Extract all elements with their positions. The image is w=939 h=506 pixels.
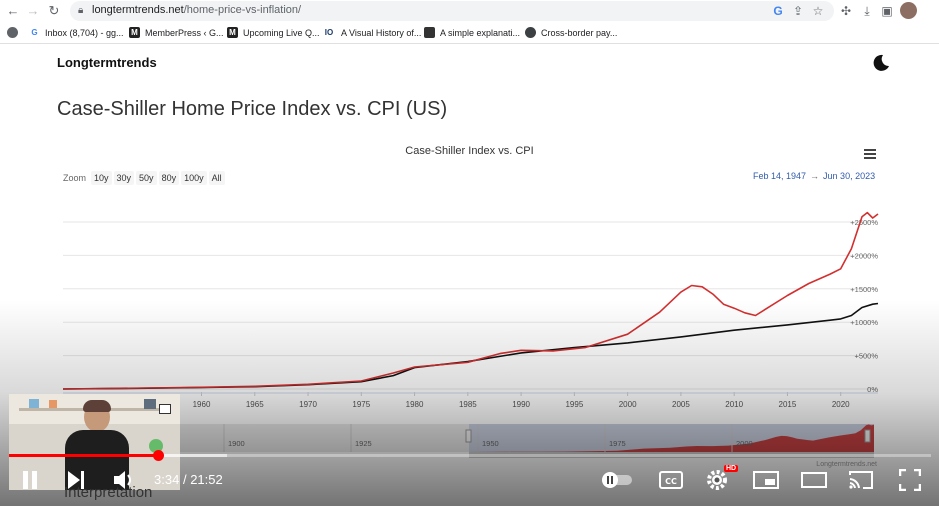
person-icon — [424, 27, 435, 38]
interpretation-heading: Interpretation — [64, 484, 153, 501]
bookmark-upcoming-live[interactable]: M Upcoming Live Q... — [227, 27, 320, 38]
globe-icon — [525, 27, 536, 38]
navigator-handle-left — [465, 429, 472, 443]
series-line-0 — [62, 211, 879, 390]
theater-mode-icon[interactable] — [801, 472, 827, 488]
navigator-handle-right — [864, 429, 871, 443]
volume-icon[interactable] — [112, 469, 136, 491]
time-current: 3:34 — [154, 472, 180, 487]
url-path: /home-price-vs-inflation/ — [183, 4, 302, 16]
chart-menu-icon[interactable] — [864, 149, 876, 159]
x-tick-label: 1980 — [406, 400, 424, 409]
download-icon[interactable]: ⤓ — [864, 4, 870, 18]
x-tick-label: 2000 — [619, 400, 637, 409]
navigator-tick-label: 1900 — [228, 439, 245, 448]
settings-gear-icon[interactable] — [706, 469, 728, 491]
bookmark-simple-explanation[interactable]: A simple explanati... — [424, 27, 520, 38]
svg-text:CC: CC — [665, 477, 677, 486]
x-tick-label: 1985 — [459, 400, 477, 409]
zoom-button-100y[interactable]: 100y — [181, 171, 207, 185]
zoom-button-10y[interactable]: 10y — [91, 171, 112, 185]
bookmark-cross-border[interactable]: Cross-border pay... — [525, 27, 617, 38]
video-scrubber-handle[interactable] — [153, 450, 164, 461]
range-arrow: → — [810, 171, 820, 181]
memberpress-icon: M — [227, 27, 238, 38]
cast-icon[interactable] — [849, 470, 873, 490]
profile-avatar[interactable] — [900, 2, 917, 19]
navigator-tick-label: 1950 — [482, 439, 499, 448]
io-icon: IO — [324, 28, 334, 37]
memberpress-icon: M — [129, 27, 140, 38]
url-domain: longtermtrends.net — [92, 4, 184, 16]
lock-icon: 🔒︎ — [78, 5, 84, 16]
x-tick-label: 1965 — [246, 400, 264, 409]
subtitles-icon[interactable]: CC — [659, 471, 683, 489]
x-tick-label: 2020 — [832, 400, 850, 409]
range-from[interactable]: Feb 14, 1947 — [753, 171, 807, 181]
google-icon: G — [31, 28, 38, 37]
page-title: Case-Shiller Home Price Index vs. CPI (U… — [57, 98, 448, 120]
zoom-button-30y[interactable]: 30y — [113, 171, 135, 185]
x-tick-label: 1995 — [565, 400, 583, 409]
x-tick-label: 1960 — [193, 400, 211, 409]
site-logo[interactable]: Longtermtrends — [57, 55, 157, 70]
google-lens-icon[interactable]: G — [773, 4, 783, 18]
zoom-label: Zoom — [63, 173, 87, 183]
zoom-controls: Zoom 10y 30y 50y 80y 100y All — [63, 171, 225, 185]
forward-arrow-icon[interactable]: → — [26, 3, 40, 18]
video-time: 3:34 / 21:52 — [154, 472, 223, 487]
autoplay-toggle[interactable] — [600, 472, 634, 488]
hd-badge: HD — [724, 465, 739, 472]
bookmark-visual-history[interactable]: IO A Visual History of... — [322, 27, 422, 38]
navigator-tick-label: 1925 — [355, 439, 372, 448]
bookmark-memberpress[interactable]: M MemberPress ‹ G... — [129, 27, 224, 38]
video-progress-track[interactable] — [9, 454, 931, 457]
presenter-video-thumbnail[interactable] — [9, 394, 180, 490]
apps-globe-icon[interactable] — [7, 27, 18, 38]
side-panel-icon[interactable]: ▣ — [881, 4, 893, 18]
zoom-button-all[interactable]: All — [208, 171, 225, 185]
navigator-tick-label: 2000 — [736, 439, 753, 448]
x-tick-label: 2005 — [672, 400, 690, 409]
y-tick-label: +1000% — [850, 318, 878, 327]
zoom-button-80y[interactable]: 80y — [158, 171, 180, 185]
next-video-icon[interactable] — [66, 470, 86, 490]
back-arrow-icon[interactable]: ← — [6, 3, 20, 18]
time-total: 21:52 — [190, 472, 223, 487]
y-tick-label: +1500% — [850, 285, 878, 294]
x-tick-label: 1990 — [512, 400, 530, 409]
x-tick-label: 2015 — [779, 400, 797, 409]
navigator-tick-label: 1975 — [609, 439, 626, 448]
time-separator: / — [182, 472, 187, 487]
address-bar[interactable]: 🔒︎ longtermtrends.net/home-price-vs-infl… — [70, 1, 834, 21]
pause-icon[interactable] — [21, 470, 39, 490]
range-to[interactable]: Jun 30, 2023 — [823, 171, 876, 181]
x-tick-label: 1975 — [352, 400, 370, 409]
browser-toolbar: ← → ↻ 🔒︎ longtermtrends.net/home-price-v… — [0, 0, 939, 22]
zoom-button-50y[interactable]: 50y — [136, 171, 157, 185]
video-progress-played — [9, 454, 158, 457]
miniplayer-icon[interactable] — [753, 471, 779, 489]
bookmark-star-icon[interactable]: ☆ — [812, 4, 824, 18]
y-tick-label: +2000% — [850, 251, 878, 260]
chart-title: Case-Shiller Index vs. CPI — [405, 145, 534, 157]
share-icon[interactable]: ⇪ — [792, 4, 804, 18]
y-tick-label: +2500% — [850, 218, 878, 227]
reload-icon[interactable]: ↻ — [48, 3, 60, 18]
bookmarks-bar: G Inbox (8,704) - gg... M MemberPress ‹ G.… — [0, 22, 939, 44]
y-tick-label: +500% — [854, 352, 878, 361]
dark-mode-moon-icon[interactable] — [872, 54, 890, 72]
x-tick-label: 1970 — [299, 400, 317, 409]
date-range[interactable]: Feb 14, 1947 → Jun 30, 2023 — [753, 171, 875, 181]
chart-credit: Longtermtrends.net — [816, 461, 877, 468]
bookmark-inbox[interactable]: G Inbox (8,704) - gg... — [29, 27, 123, 38]
x-tick-label: 2010 — [725, 400, 743, 409]
extensions-icon[interactable]: ✣ — [840, 4, 852, 18]
series-line-1 — [62, 302, 879, 390]
fullscreen-icon[interactable] — [899, 469, 921, 491]
